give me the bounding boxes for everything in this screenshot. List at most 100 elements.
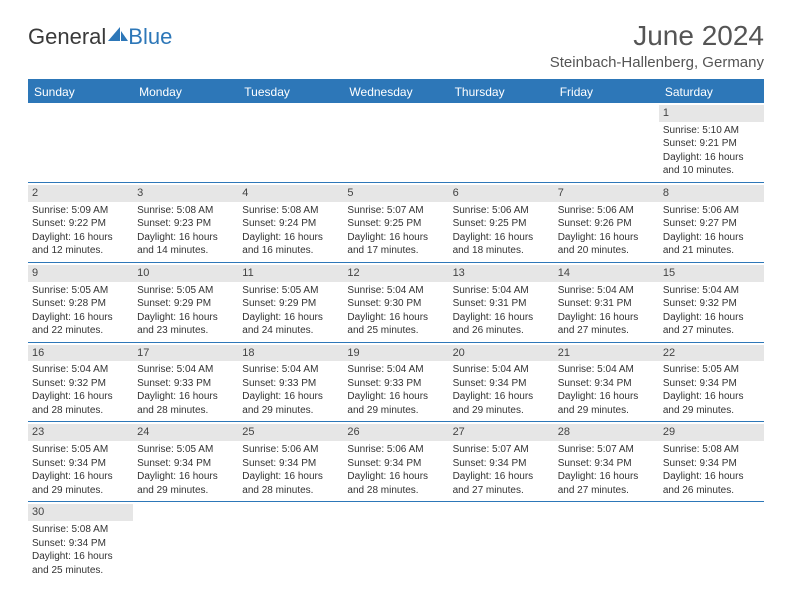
day-cell: 24Sunrise: 5:05 AMSunset: 9:34 PMDayligh… xyxy=(133,422,238,501)
day-info-line: Sunset: 9:34 PM xyxy=(558,377,655,391)
day-info-line: Daylight: 16 hours xyxy=(242,311,339,325)
day-number: 3 xyxy=(133,185,238,202)
day-info-line: Sunrise: 5:07 AM xyxy=(453,443,550,457)
day-info-line: Sunrise: 5:06 AM xyxy=(558,204,655,218)
day-number: 15 xyxy=(659,265,764,282)
blank-day-cell xyxy=(554,103,659,182)
day-info-line: and 25 minutes. xyxy=(347,324,444,338)
day-number: 25 xyxy=(238,424,343,441)
calendar-page: General Blue June 2024 Steinbach-Hallenb… xyxy=(0,0,792,601)
day-number: 28 xyxy=(554,424,659,441)
day-info-line: and 22 minutes. xyxy=(32,324,129,338)
day-info-line: and 10 minutes. xyxy=(663,164,760,178)
day-cell: 22Sunrise: 5:05 AMSunset: 9:34 PMDayligh… xyxy=(659,343,764,422)
day-info-line: and 27 minutes. xyxy=(663,324,760,338)
day-info-line: Sunrise: 5:05 AM xyxy=(242,284,339,298)
day-info-line: Daylight: 16 hours xyxy=(558,390,655,404)
weekday-header-cell: Tuesday xyxy=(238,81,343,103)
day-number: 24 xyxy=(133,424,238,441)
weekday-header-cell: Friday xyxy=(554,81,659,103)
day-info-line: and 28 minutes. xyxy=(347,484,444,498)
day-info-line: Sunset: 9:30 PM xyxy=(347,297,444,311)
blank-day-cell xyxy=(28,103,133,182)
day-info-line: and 21 minutes. xyxy=(663,244,760,258)
page-header: General Blue June 2024 Steinbach-Hallenb… xyxy=(28,20,764,71)
logo: General Blue xyxy=(28,20,172,50)
day-info-line: Sunset: 9:34 PM xyxy=(453,377,550,391)
blank-day-cell xyxy=(449,103,554,182)
day-info-line: Daylight: 16 hours xyxy=(32,231,129,245)
day-info-line: Daylight: 16 hours xyxy=(242,390,339,404)
day-info-line: Sunset: 9:34 PM xyxy=(32,457,129,471)
day-info-line: Sunrise: 5:06 AM xyxy=(347,443,444,457)
day-info-line: Daylight: 16 hours xyxy=(558,311,655,325)
day-info-line: Sunset: 9:21 PM xyxy=(663,137,760,151)
day-number: 11 xyxy=(238,265,343,282)
day-info-line: Sunrise: 5:04 AM xyxy=(242,363,339,377)
day-info-line: Sunset: 9:23 PM xyxy=(137,217,234,231)
day-info-line: and 23 minutes. xyxy=(137,324,234,338)
day-info-line: Daylight: 16 hours xyxy=(137,390,234,404)
day-cell: 20Sunrise: 5:04 AMSunset: 9:34 PMDayligh… xyxy=(449,343,554,422)
day-info-line: and 17 minutes. xyxy=(347,244,444,258)
day-info-line: Sunset: 9:26 PM xyxy=(558,217,655,231)
day-info-line: Sunrise: 5:05 AM xyxy=(137,443,234,457)
day-info-line: Sunset: 9:25 PM xyxy=(453,217,550,231)
day-cell: 26Sunrise: 5:06 AMSunset: 9:34 PMDayligh… xyxy=(343,422,448,501)
day-info-line: Daylight: 16 hours xyxy=(663,311,760,325)
day-number: 23 xyxy=(28,424,133,441)
day-info-line: Sunset: 9:34 PM xyxy=(347,457,444,471)
day-info-line: and 29 minutes. xyxy=(453,404,550,418)
weekday-header-cell: Sunday xyxy=(28,81,133,103)
day-info-line: Sunset: 9:34 PM xyxy=(32,537,129,551)
weekday-header-row: SundayMondayTuesdayWednesdayThursdayFrid… xyxy=(28,81,764,103)
day-info-line: and 27 minutes. xyxy=(453,484,550,498)
day-info-line: Daylight: 16 hours xyxy=(32,470,129,484)
day-info-line: Daylight: 16 hours xyxy=(32,550,129,564)
day-info-line: Sunset: 9:22 PM xyxy=(32,217,129,231)
day-cell: 3Sunrise: 5:08 AMSunset: 9:23 PMDaylight… xyxy=(133,183,238,262)
day-number: 10 xyxy=(133,265,238,282)
day-number: 29 xyxy=(659,424,764,441)
logo-text-general: General xyxy=(28,24,106,50)
day-cell: 19Sunrise: 5:04 AMSunset: 9:33 PMDayligh… xyxy=(343,343,448,422)
day-number: 26 xyxy=(343,424,448,441)
day-number: 19 xyxy=(343,345,448,362)
day-cell: 15Sunrise: 5:04 AMSunset: 9:32 PMDayligh… xyxy=(659,263,764,342)
day-info-line: and 12 minutes. xyxy=(32,244,129,258)
day-info-line: Sunset: 9:24 PM xyxy=(242,217,339,231)
day-number: 27 xyxy=(449,424,554,441)
day-cell: 16Sunrise: 5:04 AMSunset: 9:32 PMDayligh… xyxy=(28,343,133,422)
day-info-line: Daylight: 16 hours xyxy=(242,231,339,245)
day-cell: 10Sunrise: 5:05 AMSunset: 9:29 PMDayligh… xyxy=(133,263,238,342)
week-row: 9Sunrise: 5:05 AMSunset: 9:28 PMDaylight… xyxy=(28,263,764,343)
day-info-line: Daylight: 16 hours xyxy=(663,470,760,484)
day-info-line: Sunrise: 5:05 AM xyxy=(663,363,760,377)
day-info-line: Sunrise: 5:06 AM xyxy=(663,204,760,218)
day-cell: 2Sunrise: 5:09 AMSunset: 9:22 PMDaylight… xyxy=(28,183,133,262)
day-info-line: Sunset: 9:33 PM xyxy=(347,377,444,391)
day-info-line: Daylight: 16 hours xyxy=(558,470,655,484)
day-info-line: and 27 minutes. xyxy=(558,484,655,498)
day-number: 16 xyxy=(28,345,133,362)
day-cell: 14Sunrise: 5:04 AMSunset: 9:31 PMDayligh… xyxy=(554,263,659,342)
day-info-line: Sunrise: 5:07 AM xyxy=(347,204,444,218)
day-number: 1 xyxy=(659,105,764,122)
day-info-line: Sunrise: 5:08 AM xyxy=(32,523,129,537)
day-info-line: Daylight: 16 hours xyxy=(453,311,550,325)
day-info-line: Sunrise: 5:10 AM xyxy=(663,124,760,138)
logo-text-blue: Blue xyxy=(128,24,172,50)
blank-day-cell xyxy=(238,502,343,581)
day-cell: 4Sunrise: 5:08 AMSunset: 9:24 PMDaylight… xyxy=(238,183,343,262)
blank-day-cell xyxy=(343,103,448,182)
day-number: 7 xyxy=(554,185,659,202)
day-info-line: Sunset: 9:34 PM xyxy=(663,457,760,471)
day-info-line: Daylight: 16 hours xyxy=(347,311,444,325)
day-info-line: and 16 minutes. xyxy=(242,244,339,258)
blank-day-cell xyxy=(238,103,343,182)
day-cell: 6Sunrise: 5:06 AMSunset: 9:25 PMDaylight… xyxy=(449,183,554,262)
weekday-header-cell: Monday xyxy=(133,81,238,103)
day-info-line: Daylight: 16 hours xyxy=(242,470,339,484)
day-number: 9 xyxy=(28,265,133,282)
day-number: 17 xyxy=(133,345,238,362)
